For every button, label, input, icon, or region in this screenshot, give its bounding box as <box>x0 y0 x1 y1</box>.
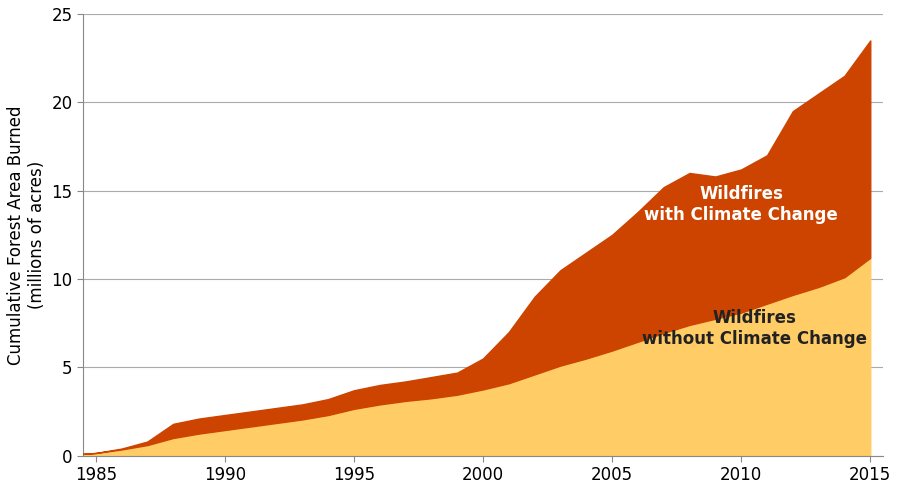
Text: Wildfires
without Climate Change: Wildfires without Climate Change <box>642 309 867 348</box>
Text: Wildfires
with Climate Change: Wildfires with Climate Change <box>644 186 838 224</box>
Y-axis label: Cumulative Forest Area Burned
(millions of acres): Cumulative Forest Area Burned (millions … <box>7 105 46 364</box>
